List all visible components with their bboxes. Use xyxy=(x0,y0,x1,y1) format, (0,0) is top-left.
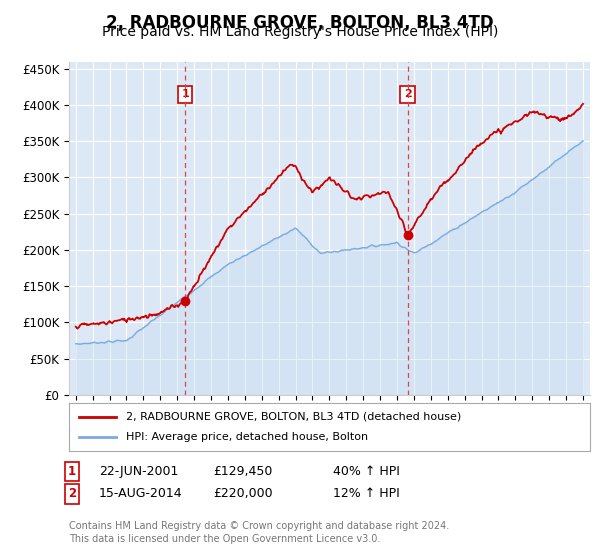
Text: Price paid vs. HM Land Registry's House Price Index (HPI): Price paid vs. HM Land Registry's House … xyxy=(102,25,498,39)
Text: 2, RADBOURNE GROVE, BOLTON, BL3 4TD: 2, RADBOURNE GROVE, BOLTON, BL3 4TD xyxy=(106,14,494,32)
Text: 12% ↑ HPI: 12% ↑ HPI xyxy=(333,487,400,501)
Text: 2: 2 xyxy=(404,89,412,99)
Text: 22-JUN-2001: 22-JUN-2001 xyxy=(99,465,178,478)
Text: 2: 2 xyxy=(68,487,76,501)
Text: £220,000: £220,000 xyxy=(213,487,272,501)
Text: 40% ↑ HPI: 40% ↑ HPI xyxy=(333,465,400,478)
Text: Contains HM Land Registry data © Crown copyright and database right 2024.: Contains HM Land Registry data © Crown c… xyxy=(69,521,449,531)
Text: 15-AUG-2014: 15-AUG-2014 xyxy=(99,487,182,501)
Text: 1: 1 xyxy=(181,89,189,99)
Text: £129,450: £129,450 xyxy=(213,465,272,478)
Text: HPI: Average price, detached house, Bolton: HPI: Average price, detached house, Bolt… xyxy=(126,432,368,442)
Text: This data is licensed under the Open Government Licence v3.0.: This data is licensed under the Open Gov… xyxy=(69,534,380,544)
Text: 2, RADBOURNE GROVE, BOLTON, BL3 4TD (detached house): 2, RADBOURNE GROVE, BOLTON, BL3 4TD (det… xyxy=(126,412,461,422)
Text: 1: 1 xyxy=(68,465,76,478)
